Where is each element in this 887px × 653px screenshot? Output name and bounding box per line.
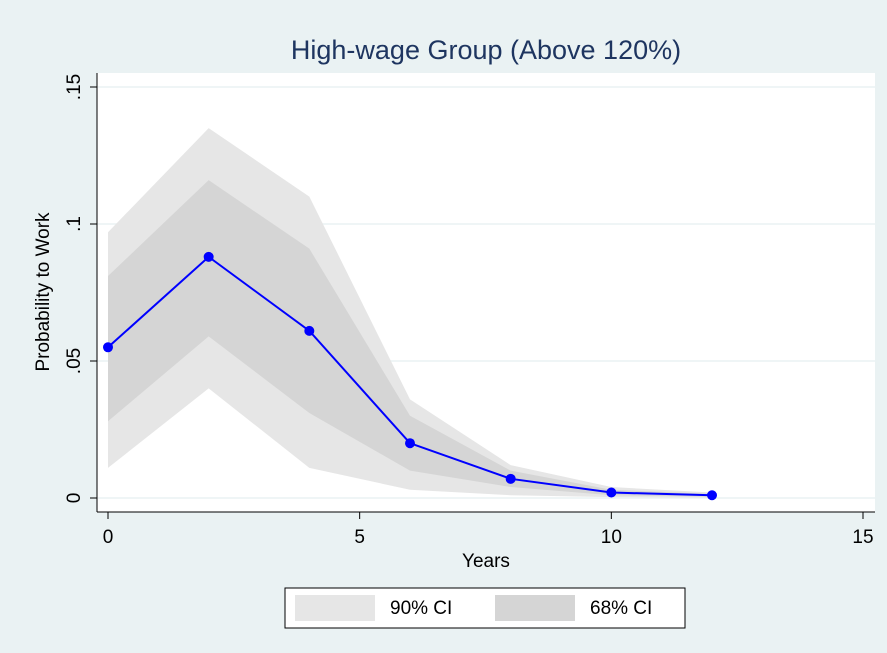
x-tick-label: 15 — [852, 527, 873, 548]
y-tick-label: .15 — [64, 74, 85, 100]
legend-swatch — [495, 595, 575, 621]
x-tick-label: 0 — [103, 527, 114, 548]
y-axis-title: Probability to Work — [33, 212, 54, 372]
y-tick-label: 0 — [64, 493, 85, 504]
chart-title: High-wage Group (Above 120%) — [291, 35, 681, 65]
legend-label: 68% CI — [590, 598, 652, 619]
ci-band — [108, 180, 712, 497]
legend-swatch — [295, 595, 375, 621]
marker — [203, 251, 214, 262]
x-tick-label: 10 — [601, 527, 622, 548]
y-tick-label: .05 — [64, 348, 85, 374]
marker — [405, 438, 415, 449]
marker — [103, 342, 113, 353]
y-tick-label: .1 — [64, 216, 85, 232]
marker — [707, 490, 717, 501]
x-tick-label: 5 — [354, 527, 365, 548]
marker — [505, 473, 516, 484]
legend-label: 90% CI — [390, 598, 452, 619]
marker — [606, 487, 617, 498]
x-axis-title: Years — [462, 551, 510, 572]
marker — [304, 325, 315, 336]
